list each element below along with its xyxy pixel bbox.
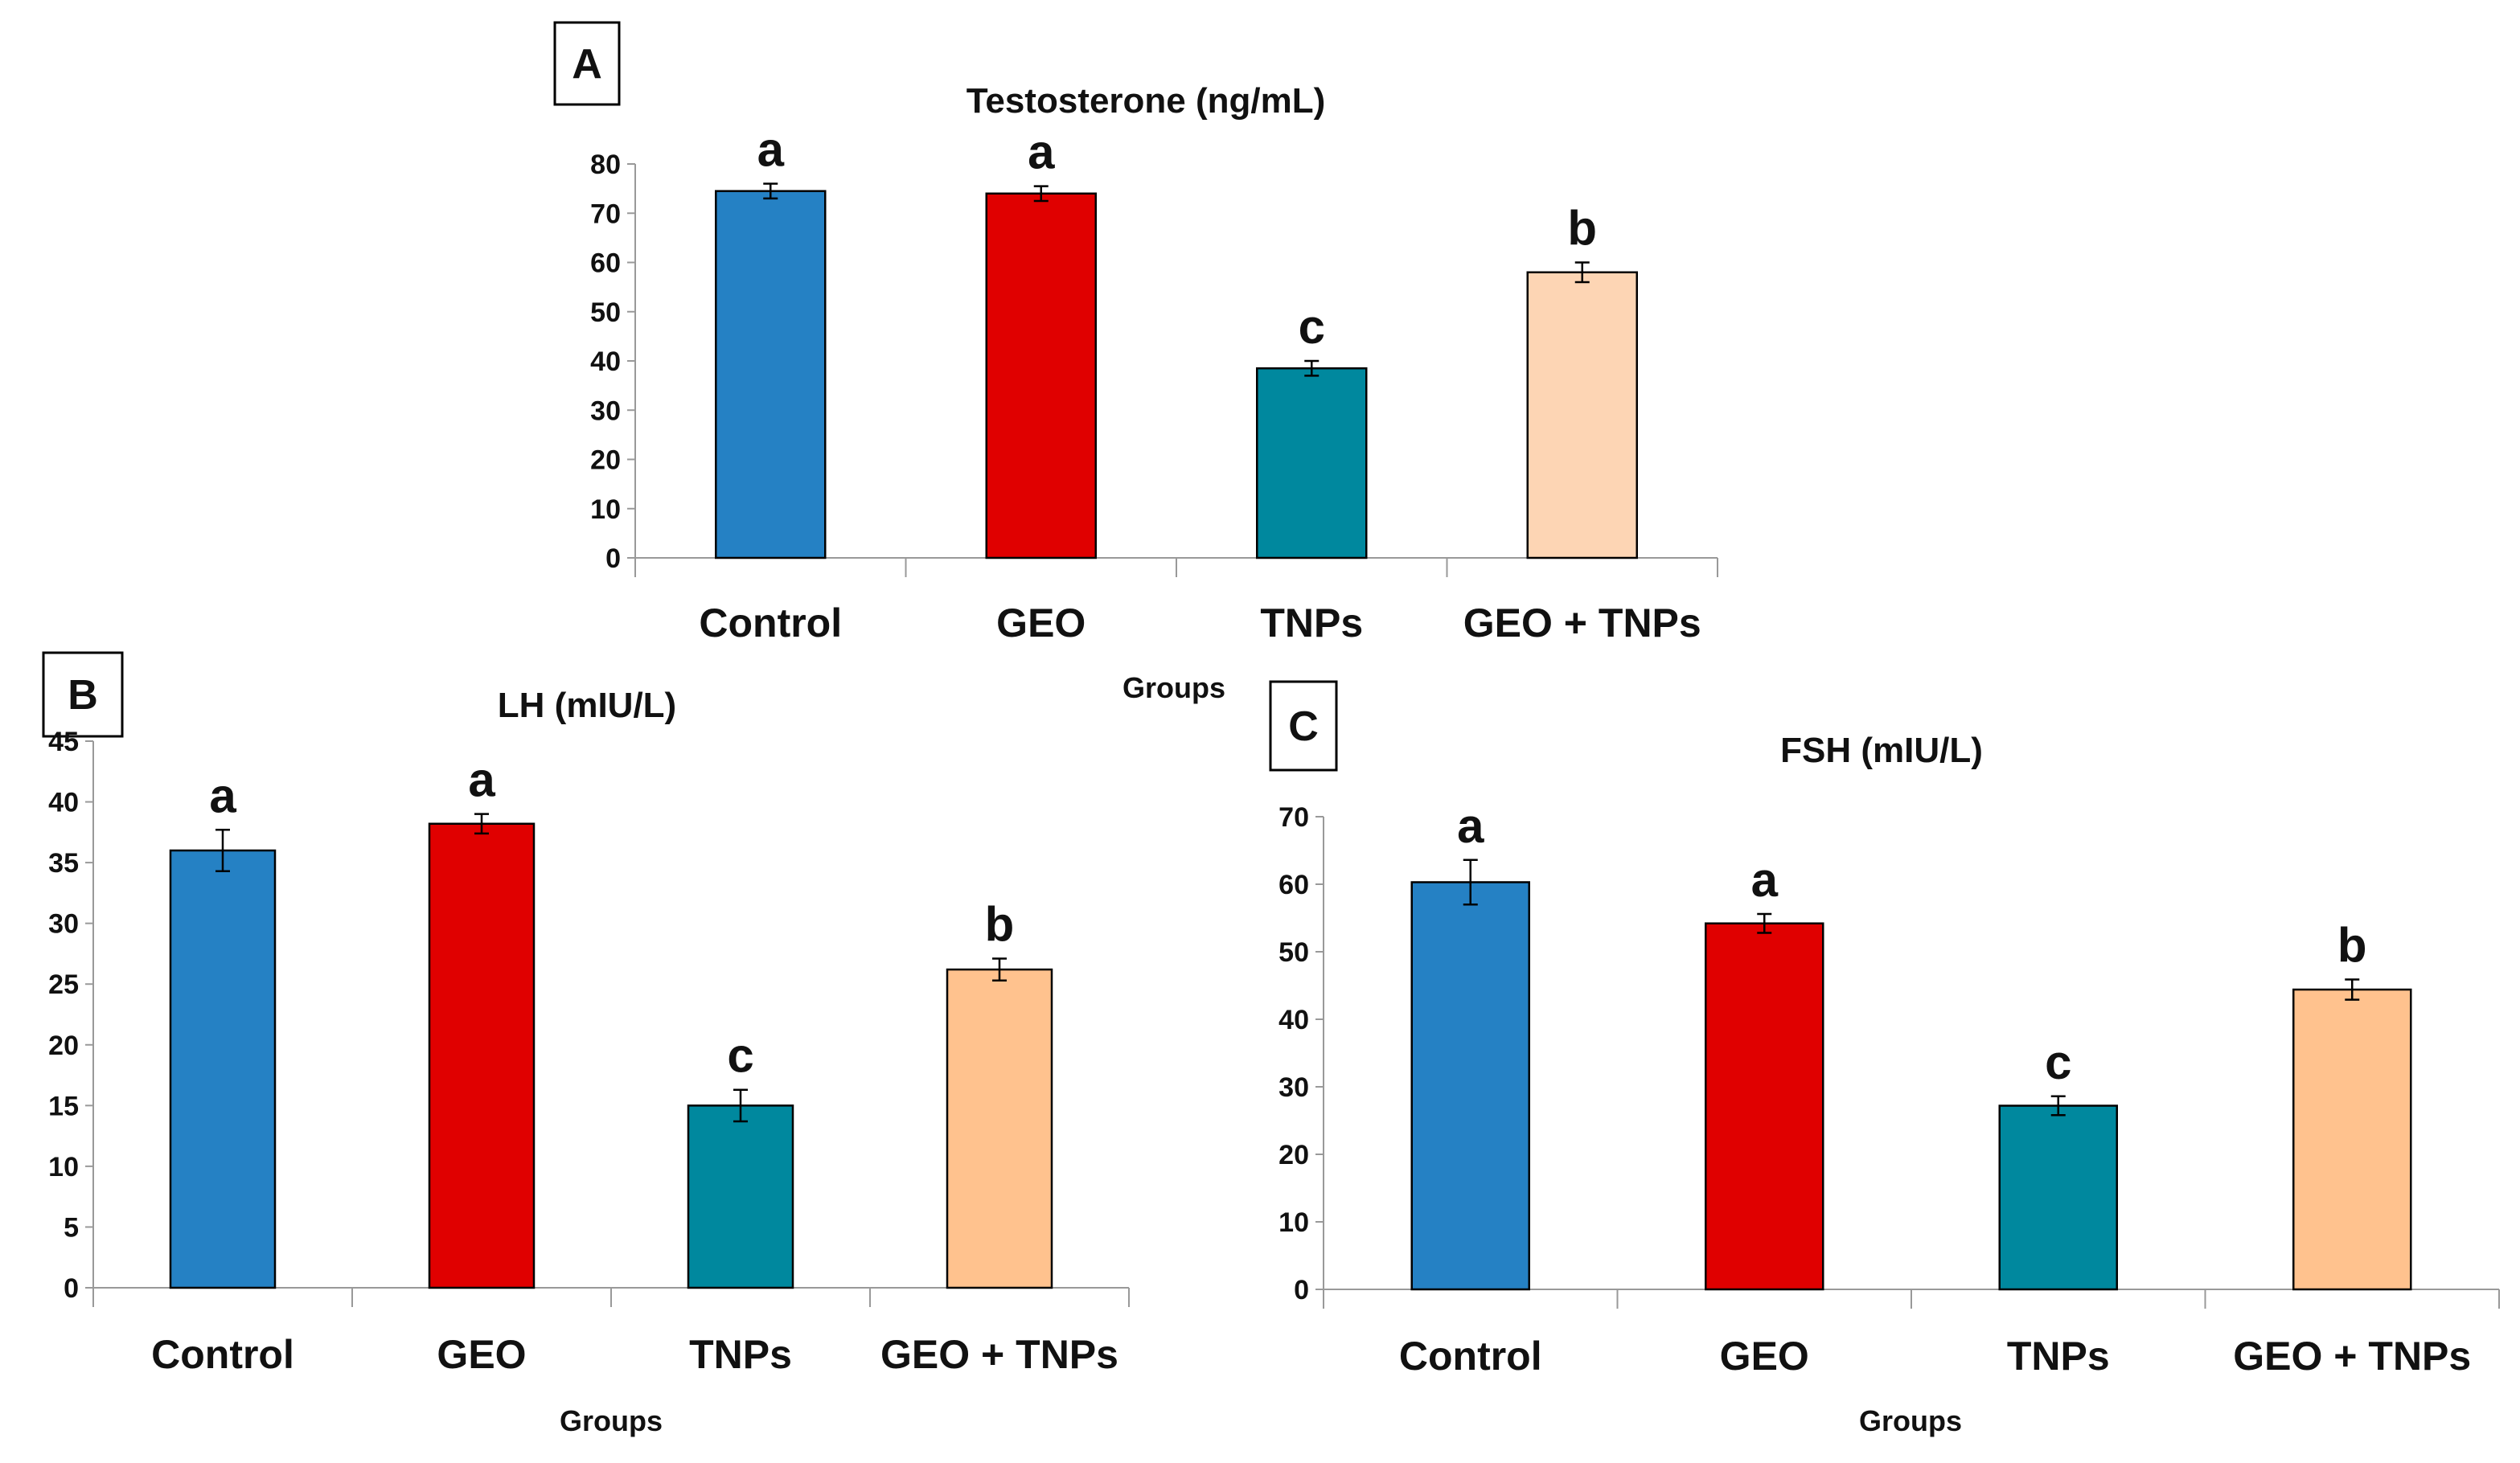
significance-label: a (757, 123, 785, 177)
chart-title: LH (mIU/L) (498, 686, 676, 725)
significance-label: b (1567, 202, 1597, 256)
error-bar (992, 957, 1007, 981)
x-tick-label: GEO + TNPs (1463, 600, 1701, 645)
y-tick-label: 30 (48, 909, 79, 940)
significance-label: a (468, 753, 495, 807)
significance-label: c (2045, 1035, 2071, 1089)
significance-label: c (727, 1029, 753, 1083)
error-bar (1463, 859, 1478, 906)
bar-control (715, 190, 827, 559)
x-tick-label: Control (151, 1332, 294, 1377)
error-bar (1757, 912, 1772, 934)
x-tick-label: GEO (1720, 1334, 1809, 1379)
error-bar (2345, 978, 2360, 1001)
significance-label: a (1028, 125, 1055, 179)
significance-label: a (1751, 853, 1779, 907)
bar-geo (428, 822, 536, 1289)
error-bar (1033, 185, 1049, 203)
x-tick-label: GEO + TNPs (2233, 1334, 2471, 1379)
y-tick-label: 70 (1278, 802, 1309, 833)
chart-panel-C: C FSH (mIU/L) 0 10 20 30 40 50 60 70 a Control a GEO c… (1269, 680, 2500, 1437)
y-tick-label: 10 (48, 1152, 79, 1182)
x-tick-label: Control (699, 600, 842, 645)
panel-label: B (68, 672, 98, 719)
y-tick-label: 60 (590, 248, 621, 279)
y-tick-label: 50 (590, 297, 621, 328)
significance-label: a (1457, 799, 1484, 853)
error-bar (474, 813, 489, 835)
y-tick-label: 25 (48, 969, 79, 1000)
y-tick-label: 40 (1278, 1005, 1309, 1035)
y-tick-label: 40 (590, 346, 621, 377)
x-tick-label: Control (1399, 1334, 1542, 1379)
bar-geo-tnps (1526, 271, 1638, 559)
y-tick-label: 20 (48, 1031, 79, 1061)
error-bar (733, 1088, 748, 1123)
x-tick-label: TNPs (2007, 1334, 2110, 1379)
panel-label: A (572, 41, 602, 88)
error-bar (215, 829, 230, 872)
y-tick-label: 45 (48, 727, 79, 757)
y-tick-label: 30 (590, 395, 621, 426)
significance-label: b (2337, 918, 2367, 972)
chart-title: Testosterone (ng/mL) (967, 81, 1326, 121)
panel-label-box (42, 651, 124, 738)
x-tick-label: TNPs (1260, 600, 1363, 645)
y-tick-label: 20 (1278, 1140, 1309, 1170)
y-tick-label: 10 (590, 494, 621, 525)
bar-geo (985, 192, 1097, 559)
y-tick-label: 30 (1278, 1072, 1309, 1103)
bar-geo-tnps (2292, 988, 2412, 1291)
significance-label: c (1299, 300, 1325, 354)
y-tick-label: 70 (590, 199, 621, 229)
error-bar (1574, 261, 1590, 284)
y-tick-label: 5 (64, 1212, 79, 1243)
significance-label: b (985, 897, 1015, 951)
chart-title: FSH (mIU/L) (1780, 731, 1983, 770)
bar-control (169, 849, 277, 1289)
bar-tnps (1256, 367, 1368, 559)
x-tick-label: TNPs (689, 1332, 792, 1377)
bar-tnps (1998, 1104, 2118, 1291)
chart-panel-B: B LH (mIU/L) 0 5 10 15 20 25 30 35 40 45 a Control a GE… (42, 651, 1130, 1437)
bar-geo (1705, 922, 1824, 1291)
y-tick-label: 80 (590, 150, 621, 180)
bar-geo-tnps (946, 968, 1053, 1289)
panel-label-box (1269, 680, 1338, 772)
bar-control (1410, 881, 1530, 1291)
panel-label-box (553, 21, 621, 106)
y-tick-label: 0 (64, 1273, 79, 1304)
chart-panel-A: A Testosterone (ng/mL) 0 10 20 30 40 50 60 70 80 a C… (553, 21, 1718, 704)
y-tick-label: 0 (1294, 1275, 1309, 1305)
panel-label: C (1288, 703, 1319, 750)
y-tick-label: 10 (1278, 1207, 1309, 1238)
y-tick-label: 40 (48, 788, 79, 818)
significance-label: a (209, 768, 236, 822)
error-bar (763, 182, 778, 200)
x-axis-label: Groups (1123, 671, 1225, 704)
y-tick-label: 15 (48, 1091, 79, 1121)
y-tick-label: 35 (48, 848, 79, 879)
error-bar (1304, 359, 1320, 377)
y-tick-label: 20 (590, 445, 621, 476)
y-tick-label: 50 (1278, 937, 1309, 968)
x-axis-label: Groups (560, 1404, 663, 1437)
error-bar (2050, 1095, 2066, 1117)
x-tick-label: GEO (996, 600, 1086, 645)
y-tick-label: 0 (605, 543, 621, 574)
x-tick-label: GEO (437, 1332, 526, 1377)
bar-tnps (687, 1104, 794, 1289)
x-axis-label: Groups (1859, 1404, 1962, 1437)
y-tick-label: 60 (1278, 870, 1309, 900)
x-tick-label: GEO + TNPs (880, 1332, 1118, 1377)
